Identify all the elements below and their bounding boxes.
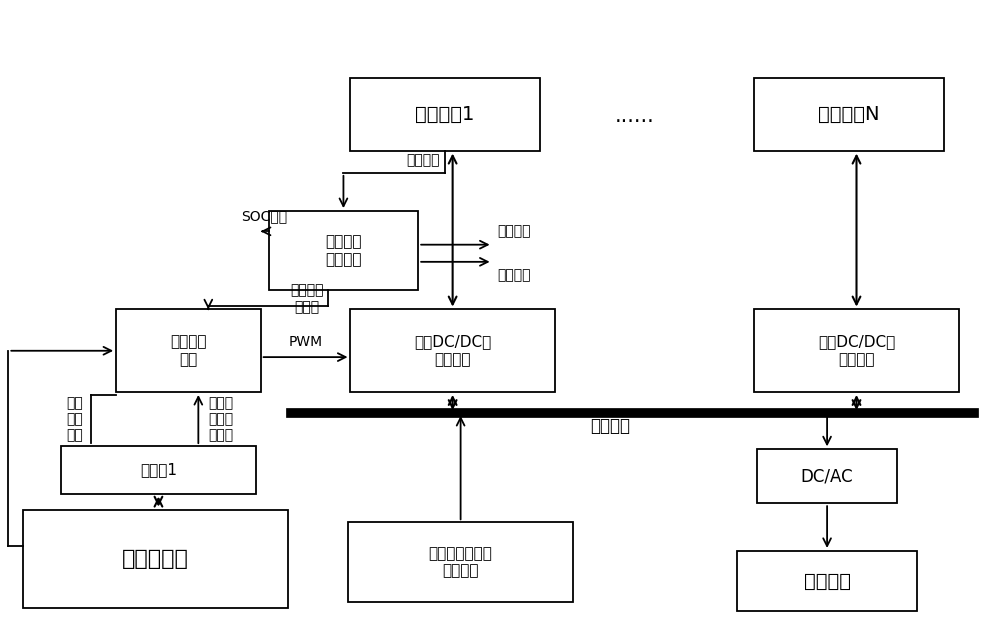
Bar <box>754 78 944 151</box>
Text: 集中控制器: 集中控制器 <box>122 549 189 569</box>
Text: SOC数据: SOC数据 <box>242 209 288 223</box>
Text: 充放电
动作控
制信号: 充放电 动作控 制信号 <box>208 396 233 442</box>
Text: 动作
反馈
数据: 动作 反馈 数据 <box>66 396 83 442</box>
Text: 随机式或间歇式
发电设备: 随机式或间歇式 发电设备 <box>429 545 493 578</box>
Bar <box>350 78 540 151</box>
Bar <box>61 446 256 494</box>
Text: 电压信号: 电压信号 <box>498 225 531 239</box>
Bar <box>23 510 288 608</box>
Text: 充放电控
制器: 充放电控 制器 <box>170 334 207 367</box>
Text: 通信接1: 通信接1 <box>140 463 177 477</box>
Text: 直流母线: 直流母线 <box>590 417 630 434</box>
Text: 蓄电池组N: 蓄电池组N <box>818 105 880 124</box>
Text: 温度信号: 温度信号 <box>407 153 440 167</box>
Bar <box>754 309 959 392</box>
Bar <box>737 551 917 611</box>
Text: 电池状态
检测装置: 电池状态 检测装置 <box>325 235 362 267</box>
Text: PWM: PWM <box>288 335 323 349</box>
Text: 双向DC/DC及
驱动电路: 双向DC/DC及 驱动电路 <box>414 334 491 367</box>
Bar <box>348 523 573 602</box>
Bar <box>116 309 261 392</box>
Text: 电压値、
电流値: 电压値、 电流値 <box>290 283 323 314</box>
Text: 双向DC/DC及
驱动电路: 双向DC/DC及 驱动电路 <box>818 334 895 367</box>
Text: ......: ...... <box>615 106 654 126</box>
Text: DC/AC: DC/AC <box>801 467 853 486</box>
Text: 电流信号: 电流信号 <box>498 268 531 282</box>
Bar <box>757 449 897 503</box>
Bar <box>269 211 418 290</box>
Text: 交流负载: 交流负载 <box>804 572 851 591</box>
Bar <box>350 309 555 392</box>
Text: 蓄电池礆1: 蓄电池礆1 <box>415 105 475 124</box>
